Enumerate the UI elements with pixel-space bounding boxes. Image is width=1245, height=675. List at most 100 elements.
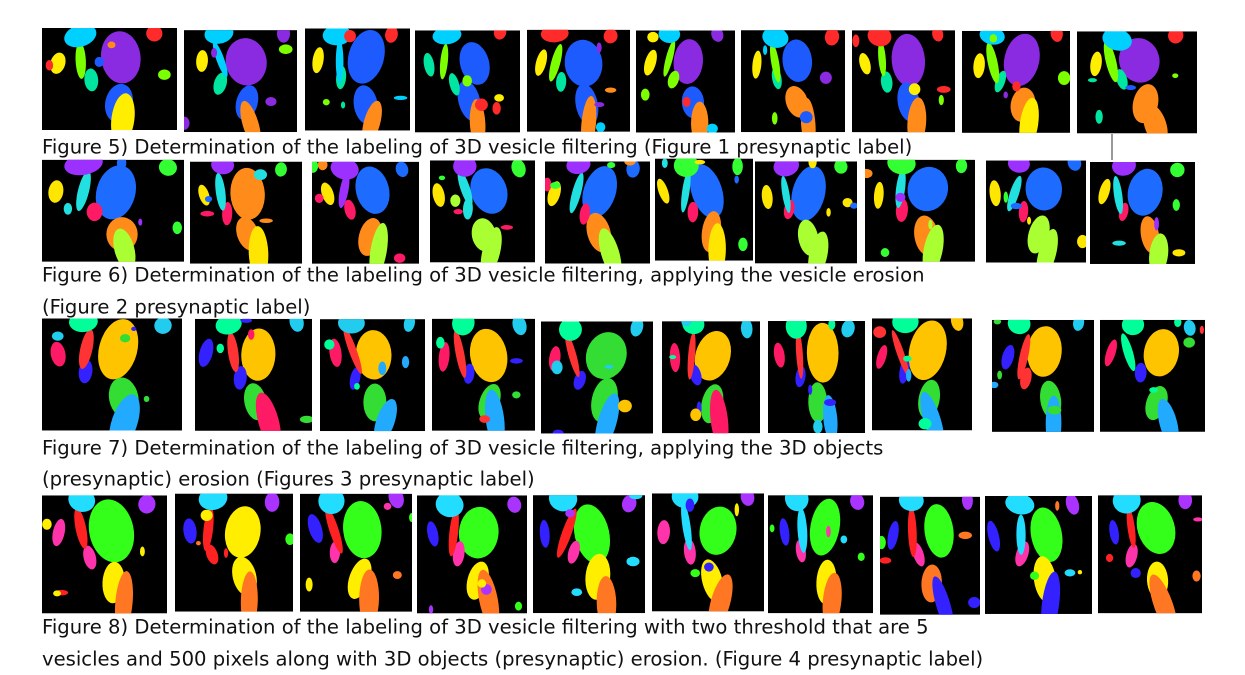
vesicle-blob [131,327,136,331]
vesicle-blob [307,159,318,173]
vesicle-blob [928,220,932,230]
image-panel [768,313,865,442]
vesicle-blob [211,48,217,58]
vesicle-blob [553,430,564,437]
image-panel [175,484,295,630]
vesicle-blob [873,326,886,338]
caption: Figure 7) Determination of the labeling … [42,437,883,460]
vesicle-blob [906,369,911,382]
image-panel [985,491,1092,636]
vesicle-blob [852,34,859,47]
vesicle-blob [994,319,1001,325]
vesicle-blob [1193,517,1203,521]
vesicle-blob [384,503,392,510]
vesicle-blob [64,203,72,215]
image-panel [768,483,873,629]
vesicle-blob [1106,554,1113,562]
image-panel [305,25,410,147]
vesicle-blob [1192,570,1200,581]
image-panel [872,310,972,452]
vesicle-blob [158,70,171,80]
image-panel [636,25,735,145]
vesicle-blob [453,209,462,214]
vesicle-blob [393,571,402,579]
vesicle-blob [53,590,61,596]
image-panel [1090,154,1195,277]
vesicle-blob [394,96,408,100]
vesicle-blob [1003,92,1008,99]
image-panel [179,21,297,149]
vesicle-blob [300,416,314,423]
vesicle-blob [763,45,767,55]
vesicle-blob [1112,241,1125,246]
vesicle-blob [989,34,997,42]
vesicle-blob [1125,85,1136,90]
vesicle-blob [120,334,130,342]
caption: Figure 8) Determination of the labeling … [42,616,929,639]
vesicle-blob [394,253,405,263]
vesicle-blob [95,57,104,67]
vesicle-blob [439,176,445,180]
vesicle-blob [201,510,213,521]
vesicle-blob [285,533,294,545]
vesicle-blob [259,218,272,223]
image-panel [307,155,419,279]
vesicle-blob [217,344,224,353]
vesicle-blob [323,99,330,105]
vesicle-blob [939,95,944,105]
vesicle-blob [551,360,562,374]
caption: Figure 5) Determination of the labeling … [42,136,912,159]
vesicle-blob [494,94,504,101]
image-panel [877,488,980,635]
vesicle-blob [828,319,835,330]
vesicle-blob [686,499,695,512]
vesicle-blob [881,248,890,257]
image-panel [541,315,653,453]
vesicle-blob [629,493,642,500]
vesicle-blob [1183,337,1195,347]
vesicle-blob [336,40,344,83]
vesicle-blob [402,356,409,368]
vesicle-blob [1055,501,1059,511]
image-panel [852,24,955,148]
vesicle-blob [354,383,360,390]
caption: (presynaptic) erosion (Figures 3 presyna… [42,468,535,491]
vesicle-blob [681,316,691,326]
vesicle-blob [1131,568,1141,578]
vesicle-blob [240,318,252,323]
image-panel [1098,485,1203,639]
image-panel [654,154,753,276]
vesicle-blob [997,371,1002,380]
vesicle-blob [341,102,345,109]
vesicle-blob [707,124,718,134]
vesicle-blob [138,219,142,226]
vesicle-blob [605,365,614,369]
vesicle-blob [909,83,921,95]
image-panel [527,24,630,151]
vesicle-blob [515,602,522,611]
image-panel [42,150,184,273]
vesicle-blob [248,329,255,340]
vesicle-blob [937,86,951,93]
image-panel [300,485,414,628]
vesicle-blob [772,112,778,124]
page: Figure 5) Determination of the labeling … [0,0,1245,675]
vesicle-blob [896,193,906,202]
vesicle-blob [279,44,293,54]
vesicle-blob [605,87,617,92]
caption: Figure 6) Determination of the labeling … [42,264,925,287]
vesicle-blob [1078,570,1082,574]
vesicle-blob [734,176,739,184]
vesicle-blob [738,238,747,251]
vesicle-blob [571,588,582,596]
vesicle-blob [770,524,775,532]
vesicle-blob [594,102,604,107]
vesicle-blob [429,605,433,614]
vesicle-blob [669,355,676,359]
image-panel [1077,25,1197,148]
vesicle-blob [704,563,714,572]
vesicle-blob [808,385,812,395]
image-panel [652,485,764,633]
image-panel [415,24,520,148]
vesicle-blob [140,547,145,557]
